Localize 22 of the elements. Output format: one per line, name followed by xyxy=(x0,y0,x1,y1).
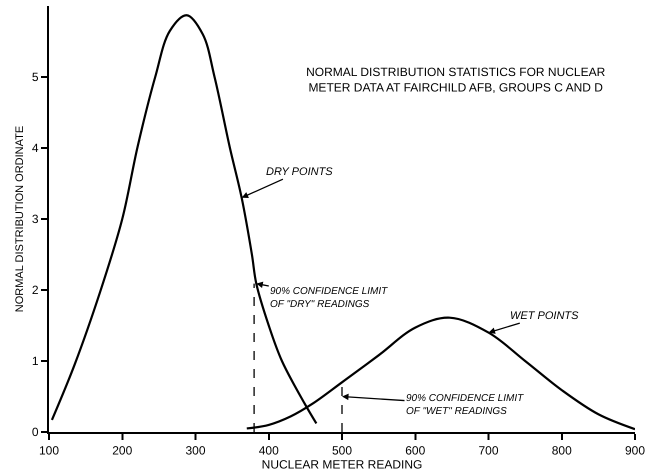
text: NORMAL DISTRIBUTION STATISTICS FOR NUCLEAR METER DATA AT FAIRCHILD AFB, GROUPS C AND D xyxy=(306,64,606,94)
y-tick-label: 1 xyxy=(32,354,39,368)
y-tick-label: 2 xyxy=(32,283,39,298)
y-tick-label: 3 xyxy=(32,212,39,226)
x-tick-label: 900 xyxy=(624,443,646,458)
x-tick-label: 700 xyxy=(478,443,499,458)
x-tick-label: 400 xyxy=(258,443,280,458)
y-axis-title: NORMAL DISTRIBUTION ORDINATE xyxy=(14,126,26,312)
series-label: WET POINTS xyxy=(510,310,580,322)
y-tick-label: 5 xyxy=(32,70,39,84)
y-tick-label: 0 xyxy=(32,425,39,440)
y-tick-label: 4 xyxy=(32,141,39,156)
x-tick-label: 200 xyxy=(112,443,133,458)
x-tick-label: 100 xyxy=(38,443,60,458)
x-tick-label: 500 xyxy=(332,443,352,458)
x-tick-label: 600 xyxy=(405,443,426,458)
x-tick-label: 800 xyxy=(552,443,572,458)
x-tick-label: 300 xyxy=(185,443,206,458)
text: DRY POINTS xyxy=(266,166,334,178)
annotation: 90% CONFIDENCE LIMIT OF "DRY" READINGS xyxy=(270,286,388,310)
x-axis-title: NUCLEAR METER READING xyxy=(262,457,422,472)
annotation: 90% CONFIDENCE LIMIT OF "WET" READINGS xyxy=(406,393,524,417)
